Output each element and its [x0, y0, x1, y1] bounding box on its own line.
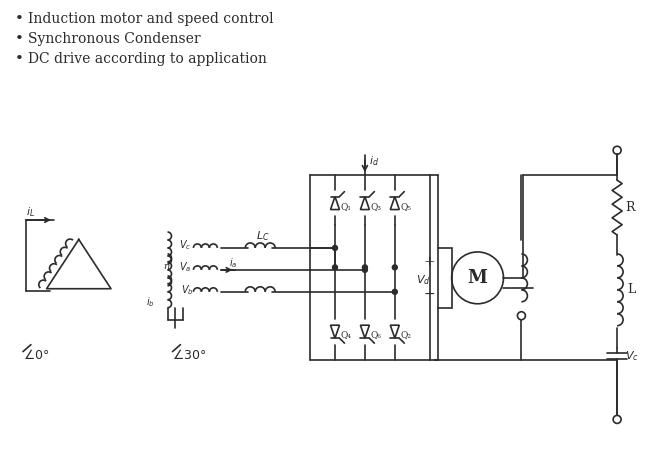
Text: Synchronous Condenser: Synchronous Condenser	[28, 31, 201, 46]
Text: $i_L$: $i_L$	[26, 205, 35, 219]
Text: Q₅: Q₅	[401, 202, 412, 212]
Text: $V_c$: $V_c$	[179, 238, 192, 252]
Text: Q₂: Q₂	[401, 330, 412, 339]
Text: R: R	[625, 201, 635, 214]
Text: $V_a$: $V_a$	[179, 260, 192, 274]
Circle shape	[363, 265, 367, 270]
Text: Q₆: Q₆	[371, 330, 382, 339]
Text: $i_a$: $i_a$	[229, 256, 238, 270]
Text: $i_b$: $i_b$	[145, 295, 154, 308]
Circle shape	[333, 265, 337, 270]
Circle shape	[392, 265, 397, 270]
Text: •: •	[15, 12, 23, 25]
Circle shape	[333, 245, 337, 250]
Text: •: •	[15, 31, 23, 46]
Bar	[438, 248, 452, 308]
Text: Q₁: Q₁	[341, 202, 352, 212]
Text: L: L	[627, 283, 635, 296]
Text: Q₃: Q₃	[371, 202, 382, 212]
Circle shape	[392, 289, 397, 294]
Text: $L_C$: $L_C$	[256, 229, 270, 243]
Text: +: +	[424, 255, 436, 269]
Circle shape	[363, 268, 367, 273]
Text: Q₄: Q₄	[341, 330, 352, 339]
Text: $V_c$: $V_c$	[625, 349, 639, 363]
Text: •: •	[15, 51, 23, 66]
Text: −: −	[424, 287, 436, 301]
Text: $V_d$: $V_d$	[416, 273, 430, 287]
Text: n: n	[163, 263, 170, 271]
Text: $i_d$: $i_d$	[369, 154, 379, 168]
Text: M: M	[467, 269, 487, 287]
Text: DC drive according to application: DC drive according to application	[28, 51, 267, 66]
Text: $\angle 0°$: $\angle 0°$	[23, 348, 49, 362]
Text: Induction motor and speed control: Induction motor and speed control	[28, 12, 274, 25]
Text: $\angle 30°$: $\angle 30°$	[173, 348, 207, 362]
Text: $V_b$: $V_b$	[181, 283, 194, 297]
